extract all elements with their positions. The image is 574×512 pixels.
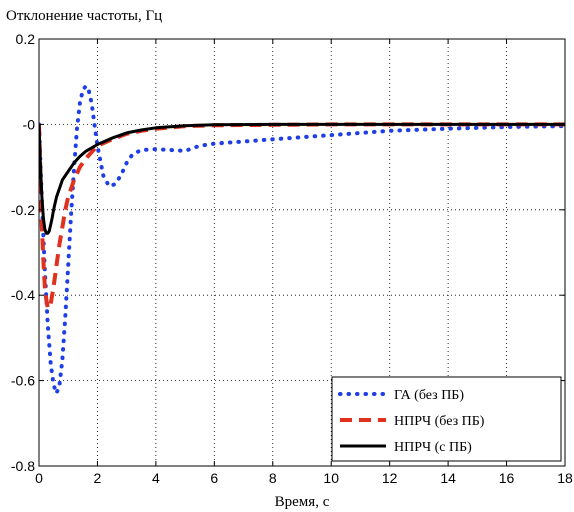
x-tick-labels: 0 2 4 6 8 10 12 14 16 18 xyxy=(35,470,573,486)
x-axis-label: Время, с xyxy=(275,494,330,510)
series-line-3 xyxy=(39,122,565,235)
y-tick-labels: 0.2 -0 -0.2 -0.4 -0.6 -0.8 xyxy=(11,31,35,474)
y-tick-label: -0.8 xyxy=(11,458,35,474)
plot-area xyxy=(39,84,565,396)
x-tick-label: 6 xyxy=(210,470,218,486)
legend-label-2: НПРЧ (без ПБ) xyxy=(394,414,485,429)
y-tick-label: -0 xyxy=(23,116,36,132)
legend: ГА (без ПБ) НПРЧ (без ПБ) НПРЧ (с ПБ) xyxy=(331,376,562,462)
y-tick-label: -0.4 xyxy=(11,287,35,303)
y-tick-label: -0.2 xyxy=(11,202,35,218)
legend-label-1: ГА (без ПБ) xyxy=(394,388,464,403)
x-tick-label: 8 xyxy=(269,470,277,486)
chart-title: Отклонение частоты, Гц xyxy=(6,8,162,24)
x-tick-label: 14 xyxy=(440,470,456,486)
y-tick-label: 0.2 xyxy=(16,31,36,47)
axes-frame xyxy=(38,38,566,467)
series-line-1 xyxy=(39,84,565,396)
x-tick-label: 10 xyxy=(323,470,339,486)
x-tick-label: 16 xyxy=(499,470,515,486)
axes xyxy=(38,38,566,467)
x-tick-label: 2 xyxy=(94,470,102,486)
series-line-2 xyxy=(39,122,565,310)
x-tick-label: 18 xyxy=(557,470,573,486)
x-tick-label: 0 xyxy=(35,470,43,486)
legend-label-3: НПРЧ (с ПБ) xyxy=(394,440,472,455)
x-tick-label: 4 xyxy=(152,470,160,486)
y-tick-label: -0.6 xyxy=(11,373,35,389)
x-tick-label: 12 xyxy=(382,470,398,486)
